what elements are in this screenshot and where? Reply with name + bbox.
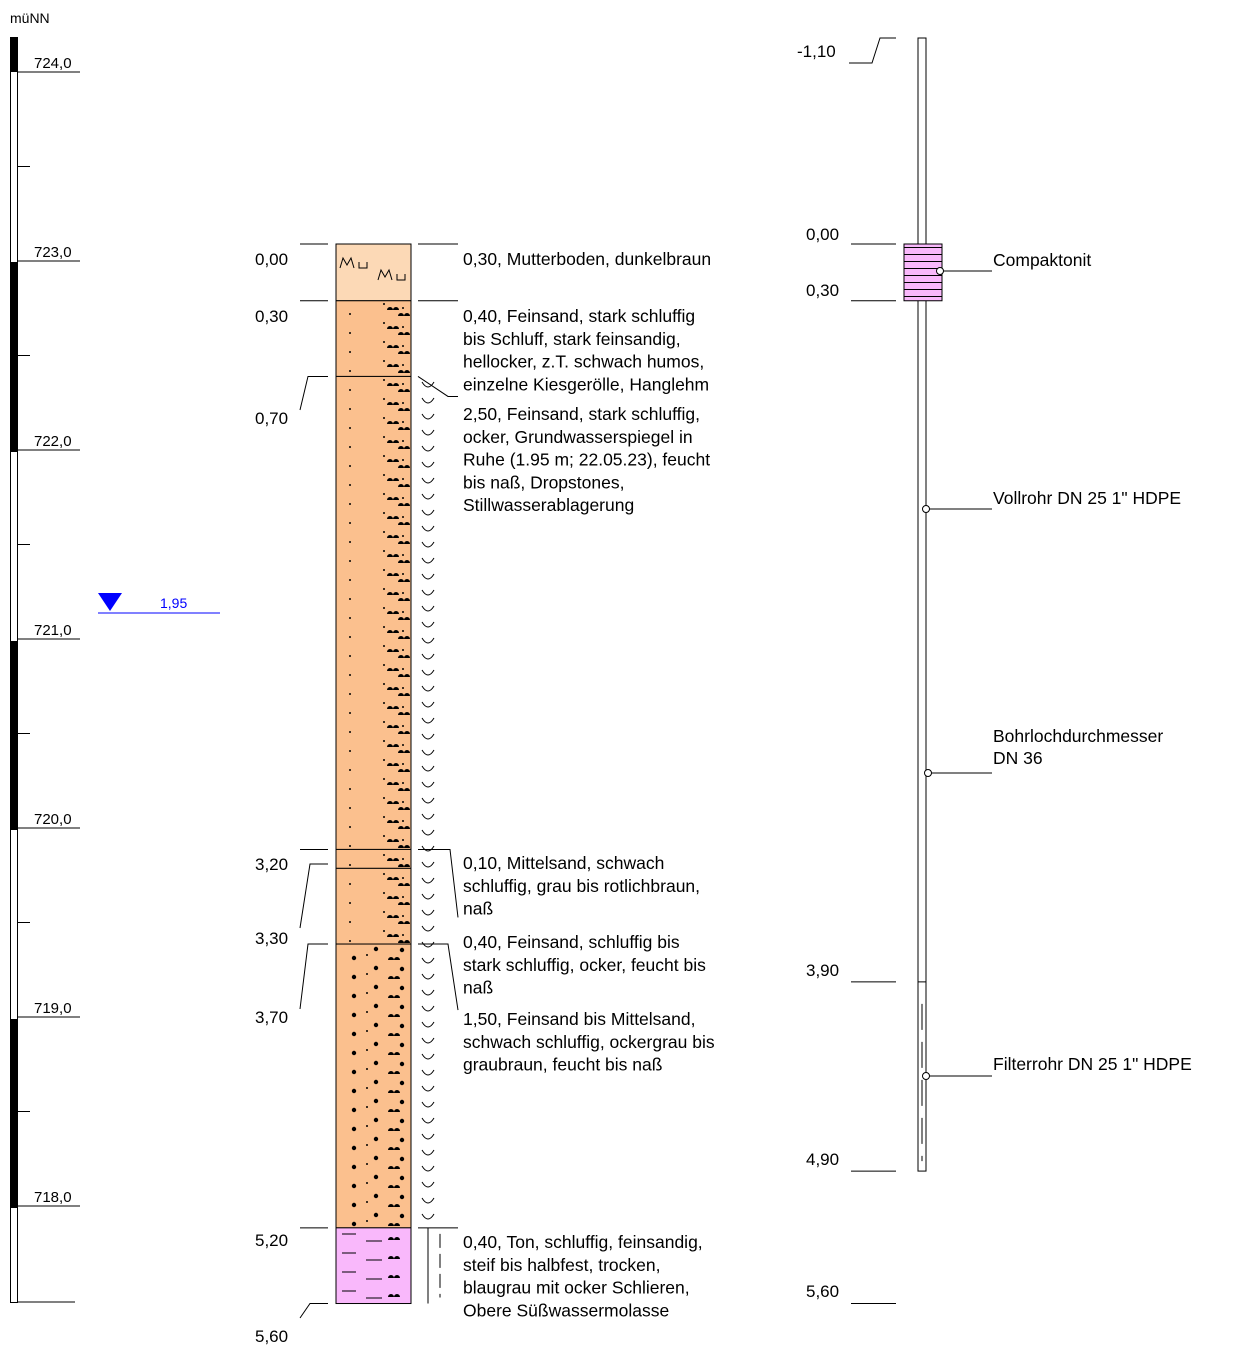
well-depth-label: -1,10 [797, 42, 836, 61]
layer-description-line: Ruhe (1.95 m; 22.05.23), feucht [463, 450, 710, 470]
layer-description-line: bis naß, Dropstones, [463, 472, 624, 492]
layer-description-line: blaugrau mit ocker Schlieren, [463, 1278, 690, 1298]
groundwater-triangle-icon [98, 592, 122, 611]
soil-layer-sand [335, 300, 412, 377]
profile-depth-leader [299, 863, 328, 929]
layer-description-line: 0,40, Feinsand, schluffig bis [463, 932, 680, 952]
annotation-dot [936, 267, 944, 275]
layer-description-line: hellocker, z.T. schwach humos, [463, 352, 704, 372]
profile-depth-label: 5,20 [255, 1231, 288, 1250]
soil-layer-ton [335, 1227, 412, 1305]
profile-depth-label: 3,20 [255, 855, 288, 874]
axis-tick-label: 720,0 [34, 811, 72, 828]
layer-description-line: steif bis halbfest, trocken, [463, 1255, 660, 1275]
axis-tick-label: 721,0 [34, 622, 72, 639]
well-depth-label: 3,90 [806, 961, 839, 980]
vollrohr-label: Vollrohr DN 25 1" HDPE [993, 488, 1181, 508]
axis-tick-label: 724,0 [34, 55, 72, 72]
layer-descriptions: 0,30, Mutterboden, dunkelbraun 0,40, Fein… [417, 249, 715, 1320]
layer-description-line: naß [463, 978, 493, 998]
layer-description-line: graubraun, feucht bis naß [463, 1055, 662, 1075]
moisture-symbols [418, 376, 438, 1228]
profile-depth-label: 5,60 [255, 1327, 288, 1346]
compaktonit-label: Compaktonit [993, 250, 1091, 270]
layer-description-line: Stillwasserablagerung [463, 495, 634, 515]
filterrohr-label: Filterrohr DN 25 1" HDPE [993, 1054, 1192, 1074]
layer-description: 0,40, Ton, schluffig, feinsandig, steif b… [463, 1232, 703, 1320]
soil-layer-sand [335, 867, 412, 945]
layer-description-line: 0,30, Mutterboden, dunkelbraun [463, 249, 711, 269]
axis-band-2 [10, 641, 18, 830]
description-leader [418, 848, 459, 918]
elevation-axis: 724,0 723,0 722,0 721,0 720,0 719,0 718,0 [10, 37, 80, 1303]
well-depth-label: 0,30 [806, 281, 839, 300]
groundwater-marker: 1,95 [98, 592, 220, 614]
layer-description: 0,30, Mutterboden, dunkelbraun [463, 249, 711, 269]
well-depth-label: 5,60 [806, 1282, 839, 1301]
soil-layer-sand [335, 848, 412, 869]
axis-band-3 [10, 1019, 18, 1208]
well-casing [917, 37, 927, 1172]
layer-description-line: bis Schluff, stark feinsandig, [463, 329, 681, 349]
groundwater-label: 1,95 [160, 595, 187, 611]
axis-band-1 [10, 262, 18, 452]
axis-tick-label: 718,0 [34, 1189, 72, 1206]
layer-description-line: schluffig, grau bis rotlichbraun, [463, 876, 700, 896]
profile-depth-label: 3,70 [255, 1008, 288, 1027]
description-leader [417, 376, 458, 397]
annotation-dot [922, 505, 930, 513]
annotation-dot [922, 1072, 930, 1080]
annotation-dot [924, 769, 932, 777]
well-depth-label: 4,90 [806, 1150, 839, 1169]
profile-depth-leader [299, 1303, 328, 1319]
profile-depth-labels: 0,00 0,30 0,70 3,20 3,30 3,70 5,20 5,60 [255, 243, 458, 1346]
bohrloch-label: Bohrlochdurchmesser [993, 726, 1163, 746]
layer-description-line: 0,10, Mittelsand, schwach [463, 853, 664, 873]
layer-description: 1,50, Feinsand bis Mittelsand, schwach sc… [463, 1009, 715, 1075]
layer-description: 0,40, Feinsand, stark schluffig bis Schlu… [463, 306, 709, 394]
well-depth-label: 0,00 [806, 225, 839, 244]
layer-description: 0,10, Mittelsand, schwach schluffig, grau… [463, 853, 700, 919]
axis-band-0 [10, 37, 18, 72]
layer-description-line: schwach schluffig, ockergrau bis [463, 1032, 715, 1052]
unit-label: müNN [10, 10, 50, 26]
description-leader [418, 943, 459, 1011]
profile-depth-label: 0,70 [255, 409, 288, 428]
layer-description-line: 2,50, Feinsand, stark schluffig, [463, 404, 700, 424]
layer-description-line: Obere Süßwassermolasse [463, 1300, 669, 1320]
layer-description-line: 1,50, Feinsand bis Mittelsand, [463, 1009, 696, 1029]
well-construction: -1,10 0,00 0,30 3,90 4,90 5,60 Compaktonit Voll… [797, 37, 1192, 1305]
axis-tick-label: 722,0 [34, 433, 72, 450]
layer-description-line: einzelne Kiesgerölle, Hanglehm [463, 374, 709, 394]
layer-description: 2,50, Feinsand, stark schluffig, ocker, G… [463, 404, 710, 515]
soil-profile-column [335, 243, 441, 1305]
layer-description-line: 0,40, Feinsand, stark schluffig [463, 306, 695, 326]
well-depth-leader [849, 37, 896, 64]
layer-description: 0,40, Feinsand, schluffig bis stark schlu… [463, 932, 706, 998]
layer-description-line: 0,40, Ton, schluffig, feinsandig, [463, 1232, 703, 1252]
soil-layer-sand [335, 943, 412, 1229]
axis-tick-label: 723,0 [34, 244, 72, 261]
layer-description-line: naß [463, 899, 493, 919]
profile-depth-label: 3,30 [255, 929, 288, 948]
profile-depth-leader [299, 943, 328, 1010]
soil-layer-sand [335, 375, 412, 850]
soil-layer-mutterboden [335, 243, 412, 302]
profile-depth-label: 0,30 [255, 307, 288, 326]
profile-depth-label: 0,00 [255, 250, 288, 269]
axis-tick-label: 719,0 [34, 1000, 72, 1017]
bohrloch-label: DN 36 [993, 748, 1043, 768]
profile-depth-leader [299, 375, 328, 411]
layer-description-line: ocker, Grundwasserspiegel in [463, 427, 693, 447]
layer-description-line: stark schluffig, ocker, feucht bis [463, 955, 706, 975]
